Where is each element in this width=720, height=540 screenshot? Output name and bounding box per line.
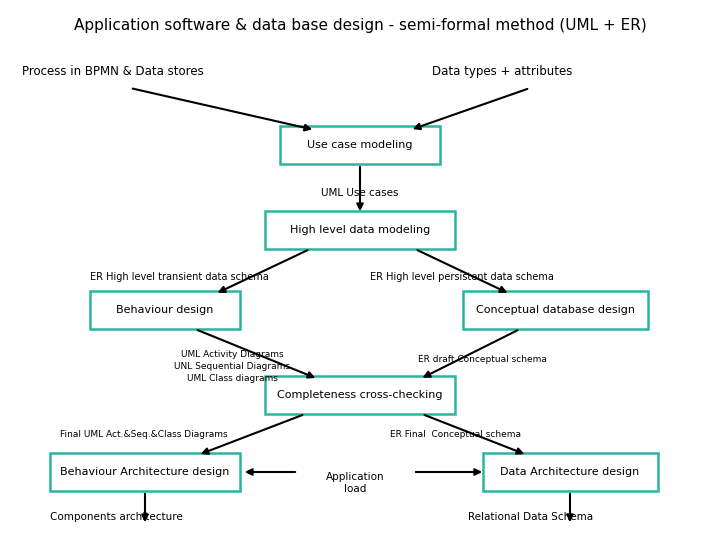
Text: Application
load: Application load	[325, 472, 384, 494]
Text: Data types + attributes: Data types + attributes	[432, 65, 572, 78]
Text: Data Architecture design: Data Architecture design	[500, 467, 639, 477]
FancyBboxPatch shape	[90, 291, 240, 329]
FancyBboxPatch shape	[280, 126, 440, 164]
FancyBboxPatch shape	[50, 453, 240, 491]
Text: Final UML Act.&Seq.&Class Diagrams: Final UML Act.&Seq.&Class Diagrams	[60, 430, 228, 439]
Text: UML Class diagrams: UML Class diagrams	[186, 374, 277, 383]
FancyBboxPatch shape	[482, 453, 657, 491]
Text: Use case modeling: Use case modeling	[307, 140, 413, 150]
Text: Completeness cross-checking: Completeness cross-checking	[277, 390, 443, 400]
Text: ER High level persistent data schema: ER High level persistent data schema	[370, 272, 554, 282]
Text: Relational Data Schema: Relational Data Schema	[468, 512, 593, 522]
Text: Application software & data base design - semi-formal method (UML + ER): Application software & data base design …	[73, 18, 647, 33]
Text: Components architecture: Components architecture	[50, 512, 183, 522]
Text: Behaviour design: Behaviour design	[117, 305, 214, 315]
Text: UML Activity Diagrams: UML Activity Diagrams	[181, 350, 283, 359]
Text: ER Final  Conceptual schema: ER Final Conceptual schema	[390, 430, 521, 439]
Text: UML Use cases: UML Use cases	[321, 188, 399, 198]
Text: High level data modeling: High level data modeling	[290, 225, 430, 235]
FancyBboxPatch shape	[265, 211, 455, 249]
Text: ER draft Conceptual schema: ER draft Conceptual schema	[418, 355, 547, 364]
FancyBboxPatch shape	[265, 376, 455, 414]
Text: Conceptual database design: Conceptual database design	[475, 305, 634, 315]
Text: ER High level transient data schema: ER High level transient data schema	[90, 272, 269, 282]
Text: UNL Sequential Diagrams: UNL Sequential Diagrams	[174, 362, 290, 371]
FancyBboxPatch shape	[462, 291, 647, 329]
Text: Behaviour Architecture design: Behaviour Architecture design	[60, 467, 230, 477]
Text: Process in BPMN & Data stores: Process in BPMN & Data stores	[22, 65, 204, 78]
